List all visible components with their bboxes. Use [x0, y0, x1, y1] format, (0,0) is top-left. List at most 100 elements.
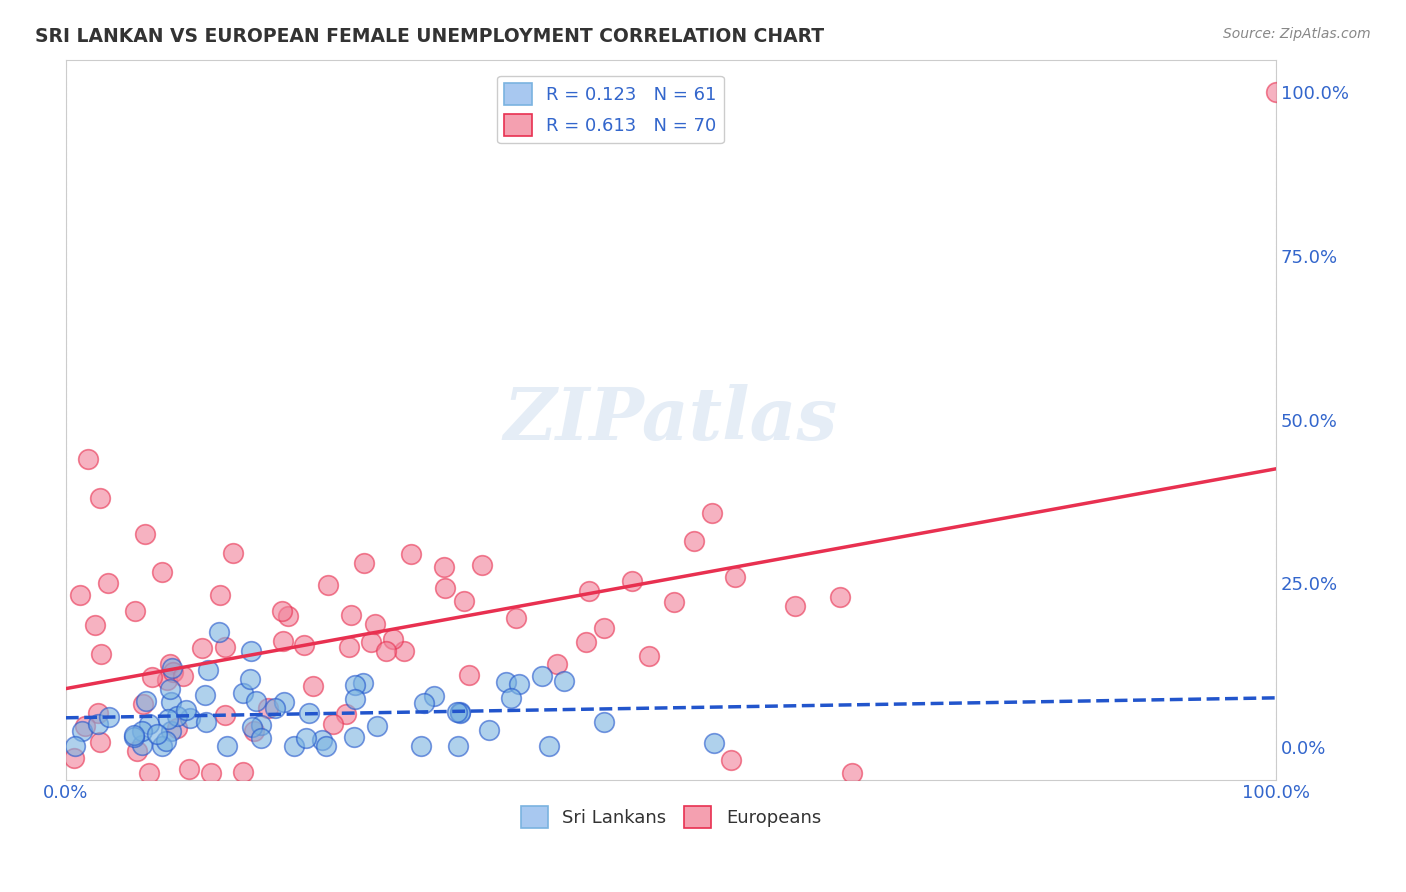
- Point: [122, 728, 145, 742]
- Point: [195, 714, 218, 729]
- Point: [683, 534, 706, 549]
- Point: [159, 657, 181, 672]
- Point: [530, 669, 553, 683]
- Point: [134, 526, 156, 541]
- Point: [222, 545, 245, 559]
- Point: [166, 708, 188, 723]
- Point: [449, 705, 471, 719]
- Point: [785, 599, 807, 613]
- Point: [208, 588, 231, 602]
- Point: [399, 547, 422, 561]
- Point: [446, 705, 468, 719]
- Point: [364, 616, 387, 631]
- Point: [703, 736, 725, 750]
- Legend: Sri Lankans, Europeans: Sri Lankans, Europeans: [513, 799, 828, 836]
- Point: [73, 719, 96, 733]
- Point: [138, 766, 160, 780]
- Point: [215, 739, 238, 753]
- Point: [316, 578, 339, 592]
- Point: [575, 635, 598, 649]
- Point: [155, 734, 177, 748]
- Point: [90, 648, 112, 662]
- Point: [146, 727, 169, 741]
- Point: [413, 696, 436, 710]
- Text: Source: ZipAtlas.com: Source: ZipAtlas.com: [1223, 27, 1371, 41]
- Point: [339, 608, 361, 623]
- Point: [499, 690, 522, 705]
- Point: [283, 739, 305, 753]
- Point: [620, 574, 643, 589]
- Point: [250, 718, 273, 732]
- Point: [720, 753, 742, 767]
- Point: [232, 686, 254, 700]
- Point: [200, 766, 222, 780]
- Point: [343, 730, 366, 744]
- Point: [86, 716, 108, 731]
- Point: [89, 735, 111, 749]
- Point: [537, 739, 560, 753]
- Point: [322, 717, 344, 731]
- Text: ZIPatlas: ZIPatlas: [503, 384, 838, 455]
- Point: [495, 675, 517, 690]
- Point: [392, 643, 415, 657]
- Point: [256, 701, 278, 715]
- Point: [505, 610, 527, 624]
- Point: [208, 625, 231, 640]
- Point: [132, 697, 155, 711]
- Point: [315, 739, 337, 753]
- Point: [84, 617, 107, 632]
- Point: [457, 667, 479, 681]
- Point: [138, 717, 160, 731]
- Point: [232, 764, 254, 779]
- Point: [156, 673, 179, 687]
- Point: [578, 584, 600, 599]
- Point: [156, 712, 179, 726]
- Point: [150, 565, 173, 579]
- Point: [271, 603, 294, 617]
- Point: [352, 676, 374, 690]
- Point: [382, 632, 405, 647]
- Point: [478, 723, 501, 737]
- Point: [249, 731, 271, 745]
- Point: [87, 706, 110, 720]
- Point: [166, 721, 188, 735]
- Point: [637, 649, 659, 664]
- Point: [125, 744, 148, 758]
- Point: [724, 570, 747, 584]
- Point: [273, 695, 295, 709]
- Point: [1265, 86, 1288, 100]
- Text: SRI LANKAN VS EUROPEAN FEMALE UNEMPLOYMENT CORRELATION CHART: SRI LANKAN VS EUROPEAN FEMALE UNEMPLOYME…: [35, 27, 824, 45]
- Point: [301, 680, 323, 694]
- Point: [553, 674, 575, 689]
- Point: [662, 594, 685, 608]
- Point: [508, 677, 530, 691]
- Point: [176, 703, 198, 717]
- Point: [243, 723, 266, 738]
- Point: [292, 638, 315, 652]
- Point: [447, 739, 470, 753]
- Point: [828, 590, 851, 604]
- Point: [179, 711, 201, 725]
- Point: [449, 706, 471, 721]
- Point: [433, 559, 456, 574]
- Point: [97, 576, 120, 591]
- Point: [62, 751, 84, 765]
- Point: [453, 594, 475, 608]
- Point: [214, 640, 236, 654]
- Point: [70, 723, 93, 738]
- Point: [409, 739, 432, 753]
- Point: [63, 739, 86, 753]
- Point: [295, 731, 318, 745]
- Point: [162, 665, 184, 679]
- Point: [159, 682, 181, 697]
- Point: [191, 640, 214, 655]
- Point: [160, 695, 183, 709]
- Point: [89, 491, 111, 505]
- Point: [122, 730, 145, 744]
- Point: [150, 739, 173, 753]
- Point: [214, 708, 236, 723]
- Point: [240, 644, 263, 658]
- Point: [344, 678, 367, 692]
- Point: [162, 661, 184, 675]
- Point: [69, 588, 91, 602]
